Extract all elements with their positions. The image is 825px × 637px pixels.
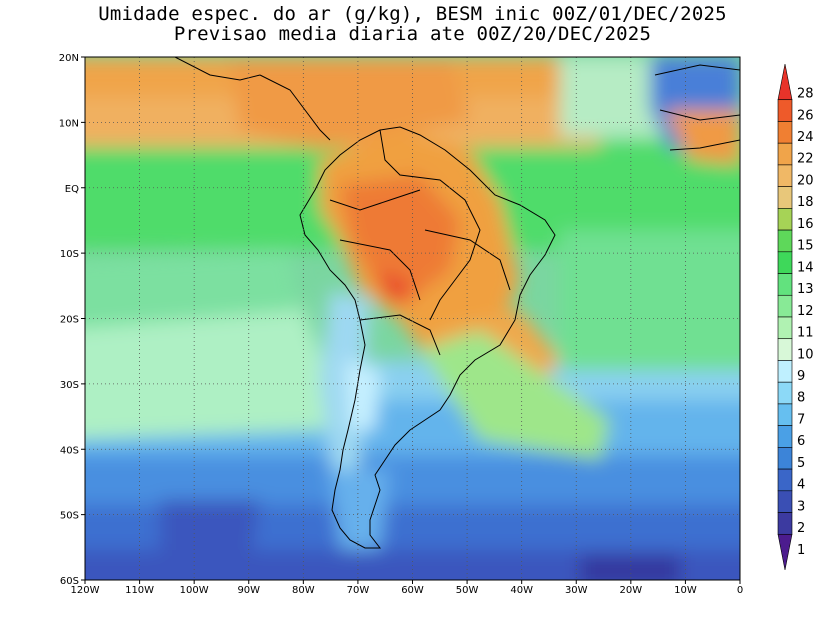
colorbar-label: 1	[797, 543, 805, 558]
coastlines	[174, 57, 740, 549]
lat-tick-label: 60S	[60, 576, 79, 587]
colorbar-label: 22	[797, 152, 814, 167]
lon-tick-label: 90W	[237, 585, 260, 596]
colorbar-swatch	[777, 273, 793, 296]
lat-tick-label: EQ	[65, 184, 79, 195]
lon-tick-label: 110W	[125, 585, 154, 596]
colorbar-label: 6	[797, 434, 805, 449]
colorbar-label: 28	[797, 87, 814, 102]
lon-tick-label: 20W	[620, 585, 643, 596]
lon-tick-label: 0	[737, 585, 743, 596]
lon-tick-label: 70W	[347, 585, 370, 596]
colorbar-label: 13	[797, 282, 814, 297]
colorbar-swatch	[777, 121, 793, 144]
colorbar-label: 2	[797, 521, 805, 536]
lon-tick-label: 50W	[456, 585, 479, 596]
colorbar-swatch	[777, 316, 793, 340]
colorbar: 28 26 24 22 20 18 16 15 14 13 12 11 10 9 8 7 6 5 4 3 2 1	[777, 63, 814, 571]
lon-tick-label: 80W	[292, 585, 315, 596]
colorbar-swatch	[777, 251, 793, 274]
lon-tick-label: 40W	[510, 585, 533, 596]
colorbar-label: 12	[797, 304, 814, 319]
colorbar-swatch	[777, 208, 793, 231]
lon-tick-label: 30W	[565, 585, 588, 596]
colorbar-swatch	[777, 403, 793, 426]
colorbar-swatch	[777, 490, 793, 513]
colorbar-swatch	[777, 468, 793, 492]
colorbar-label: 9	[797, 369, 805, 384]
colorbar-arrow-bottom	[777, 533, 793, 571]
longitude-axis: 120W 110W 100W 90W 80W 70W 60W 50W 40W 30W 20W 10W 0	[71, 580, 743, 596]
colorbar-swatch	[777, 360, 793, 383]
colorbar-label: 16	[797, 217, 814, 232]
lon-tick-label: 120W	[71, 585, 100, 596]
map-title-line-1: Umidade espec. do ar (g/kg), BESM inic 0…	[98, 3, 727, 25]
lon-tick-label: 60W	[401, 585, 424, 596]
lat-tick-label: 10S	[60, 249, 79, 260]
colorbar-swatch	[777, 186, 793, 209]
lon-tick-label: 10W	[674, 585, 697, 596]
colorbar-swatch	[777, 142, 793, 166]
colorbar-swatch	[777, 381, 793, 405]
colorbar-label: 10	[797, 347, 814, 362]
colorbar-swatch	[777, 425, 793, 448]
latitude-axis: 20N 10N EQ 10S 20S 30S 40S 50S 60S	[59, 53, 85, 587]
lat-tick-label: 20S	[60, 315, 79, 326]
colorbar-label: 14	[797, 260, 814, 275]
colorbar-arrow-top	[777, 63, 793, 101]
colorbar-label: 4	[797, 478, 805, 493]
lon-tick-label: 100W	[180, 585, 209, 596]
colorbar-label: 18	[797, 195, 814, 210]
map-title-line-2: Previsao media diaria ate 00Z/20/DEC/202…	[173, 23, 652, 45]
colorbar-label: 11	[797, 326, 814, 341]
lat-tick-label: 30S	[60, 380, 79, 391]
colorbar-swatch	[777, 447, 793, 470]
colorbar-label: 5	[797, 456, 805, 471]
colorbar-label: 7	[797, 412, 805, 427]
colorbar-swatch	[777, 229, 793, 253]
colorbar-label: 15	[797, 239, 814, 254]
colorbar-swatch	[777, 512, 793, 535]
colorbar-label: 26	[797, 108, 814, 123]
lat-tick-label: 20N	[59, 53, 79, 64]
lat-tick-label: 50S	[60, 511, 79, 522]
colorbar-label: 20	[797, 173, 814, 188]
lat-tick-label: 10N	[59, 118, 79, 129]
colorbar-label: 3	[797, 499, 805, 514]
colorbar-swatch	[777, 164, 793, 187]
humidity-field	[85, 57, 740, 580]
colorbar-label: 8	[797, 391, 805, 406]
colorbar-swatch	[777, 294, 793, 318]
colorbar-swatch	[777, 99, 793, 122]
lat-tick-label: 40S	[60, 445, 79, 456]
colorbar-label: 24	[797, 130, 814, 145]
colorbar-swatch	[777, 338, 793, 361]
